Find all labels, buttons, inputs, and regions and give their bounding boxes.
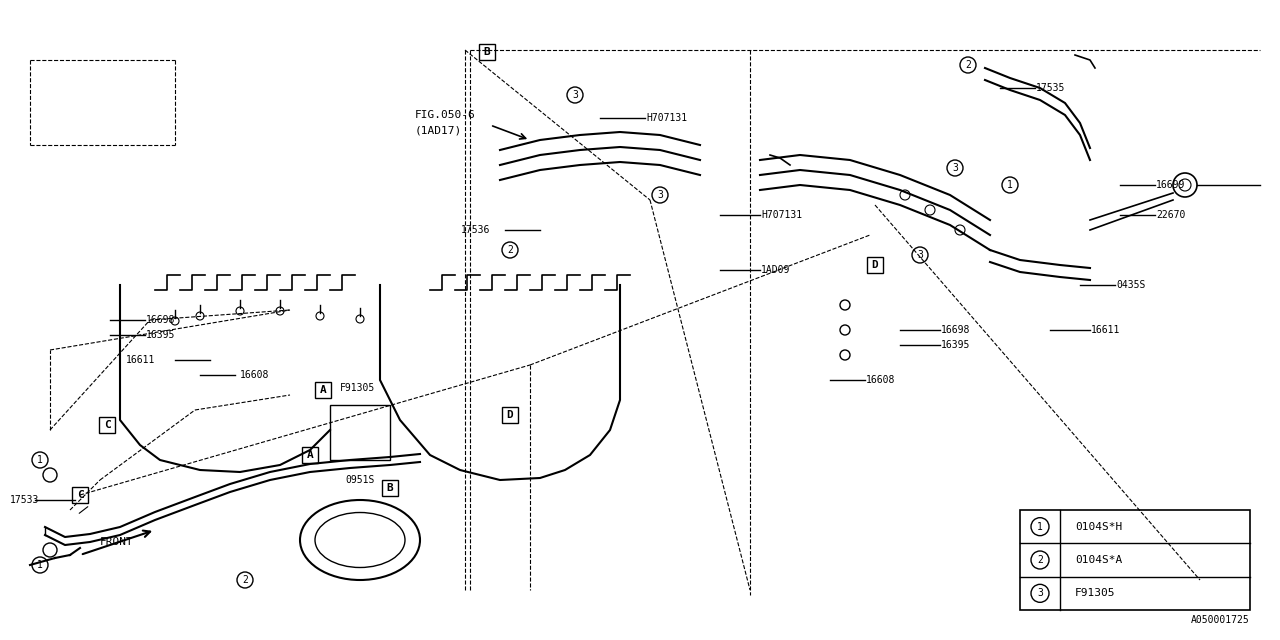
- Bar: [330, 405, 390, 460]
- Text: A: A: [320, 385, 326, 395]
- Text: 1AD09: 1AD09: [762, 265, 790, 275]
- Text: B: B: [484, 47, 490, 57]
- Text: 2: 2: [1037, 555, 1043, 565]
- Text: 16608: 16608: [241, 370, 269, 380]
- Text: 0435S: 0435S: [1116, 280, 1146, 290]
- Text: 16395: 16395: [146, 330, 175, 340]
- Text: 16611: 16611: [1091, 325, 1120, 335]
- Bar: [381, 480, 398, 496]
- Bar: [502, 407, 518, 423]
- Text: C: C: [104, 420, 110, 430]
- Bar: [479, 44, 495, 60]
- Text: 16608: 16608: [867, 375, 896, 385]
- Text: H707131: H707131: [646, 113, 687, 123]
- Text: 2: 2: [965, 60, 972, 70]
- Text: 1: 1: [1037, 522, 1043, 532]
- Text: 3: 3: [657, 190, 663, 200]
- Text: 1: 1: [37, 560, 44, 570]
- Text: H707131: H707131: [762, 210, 803, 220]
- Bar: [867, 257, 883, 273]
- Text: 1: 1: [1007, 180, 1012, 190]
- Text: 3: 3: [1037, 588, 1043, 598]
- Text: 2: 2: [242, 575, 248, 585]
- Text: FIG.050-6: FIG.050-6: [415, 110, 476, 120]
- Text: 17533: 17533: [10, 495, 40, 505]
- Text: C: C: [77, 490, 83, 500]
- Bar: [302, 447, 317, 463]
- Text: 1: 1: [37, 455, 44, 465]
- Text: 22670: 22670: [1156, 210, 1185, 220]
- Text: 17535: 17535: [1036, 83, 1065, 93]
- Text: 16698: 16698: [146, 315, 175, 325]
- Bar: [315, 382, 332, 398]
- Text: B: B: [387, 483, 393, 493]
- Text: 3: 3: [572, 90, 579, 100]
- Text: 0104S*H: 0104S*H: [1075, 522, 1123, 532]
- Bar: [1020, 510, 1251, 610]
- Text: 16699: 16699: [1156, 180, 1185, 190]
- Text: A: A: [307, 450, 314, 460]
- Bar: [99, 417, 115, 433]
- Text: 16395: 16395: [941, 340, 970, 350]
- Text: 3: 3: [916, 250, 923, 260]
- Text: D: D: [507, 410, 513, 420]
- Text: 16698: 16698: [941, 325, 970, 335]
- Text: A050001725: A050001725: [1192, 615, 1251, 625]
- Text: D: D: [872, 260, 878, 270]
- Text: 0104S*A: 0104S*A: [1075, 555, 1123, 565]
- Text: 3: 3: [952, 163, 957, 173]
- Text: F91305: F91305: [340, 383, 375, 393]
- Text: 16611: 16611: [125, 355, 155, 365]
- Text: 17536: 17536: [461, 225, 490, 235]
- Bar: [72, 487, 88, 503]
- Text: FRONT: FRONT: [100, 537, 133, 547]
- Text: 2: 2: [507, 245, 513, 255]
- Text: (1AD17): (1AD17): [415, 125, 462, 135]
- Text: F91305: F91305: [1075, 588, 1115, 598]
- Text: 0951S: 0951S: [346, 475, 374, 485]
